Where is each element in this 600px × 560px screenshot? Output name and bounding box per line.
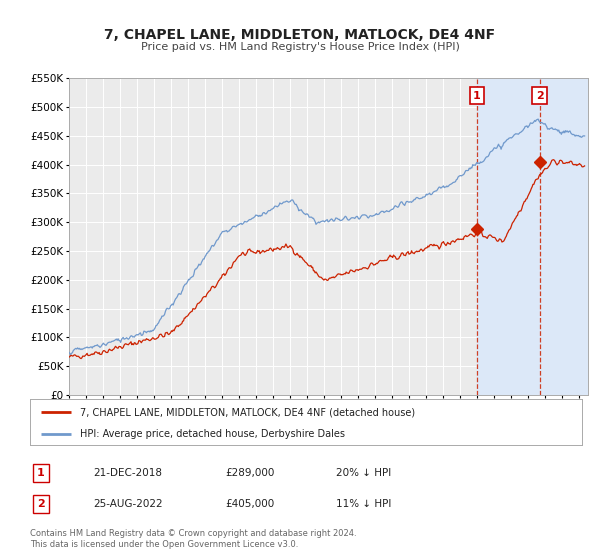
Text: 7, CHAPEL LANE, MIDDLETON, MATLOCK, DE4 4NF (detached house): 7, CHAPEL LANE, MIDDLETON, MATLOCK, DE4 … [80, 407, 415, 417]
Text: £289,000: £289,000 [225, 468, 274, 478]
Text: 1: 1 [473, 91, 481, 101]
Text: HPI: Average price, detached house, Derbyshire Dales: HPI: Average price, detached house, Derb… [80, 429, 344, 438]
Text: 7, CHAPEL LANE, MIDDLETON, MATLOCK, DE4 4NF: 7, CHAPEL LANE, MIDDLETON, MATLOCK, DE4 … [104, 28, 496, 42]
Text: This data is licensed under the Open Government Licence v3.0.: This data is licensed under the Open Gov… [30, 540, 298, 549]
Text: 21-DEC-2018: 21-DEC-2018 [93, 468, 162, 478]
Text: Price paid vs. HM Land Registry's House Price Index (HPI): Price paid vs. HM Land Registry's House … [140, 42, 460, 52]
Text: Contains HM Land Registry data © Crown copyright and database right 2024.: Contains HM Land Registry data © Crown c… [30, 529, 356, 538]
Text: 2: 2 [536, 91, 544, 101]
Text: 25-AUG-2022: 25-AUG-2022 [93, 499, 163, 509]
Text: 11% ↓ HPI: 11% ↓ HPI [336, 499, 391, 509]
Bar [477, 78, 588, 395]
Text: 20% ↓ HPI: 20% ↓ HPI [336, 468, 391, 478]
Text: £405,000: £405,000 [225, 499, 274, 509]
Text: 1: 1 [37, 468, 44, 478]
Text: 2: 2 [37, 499, 44, 509]
